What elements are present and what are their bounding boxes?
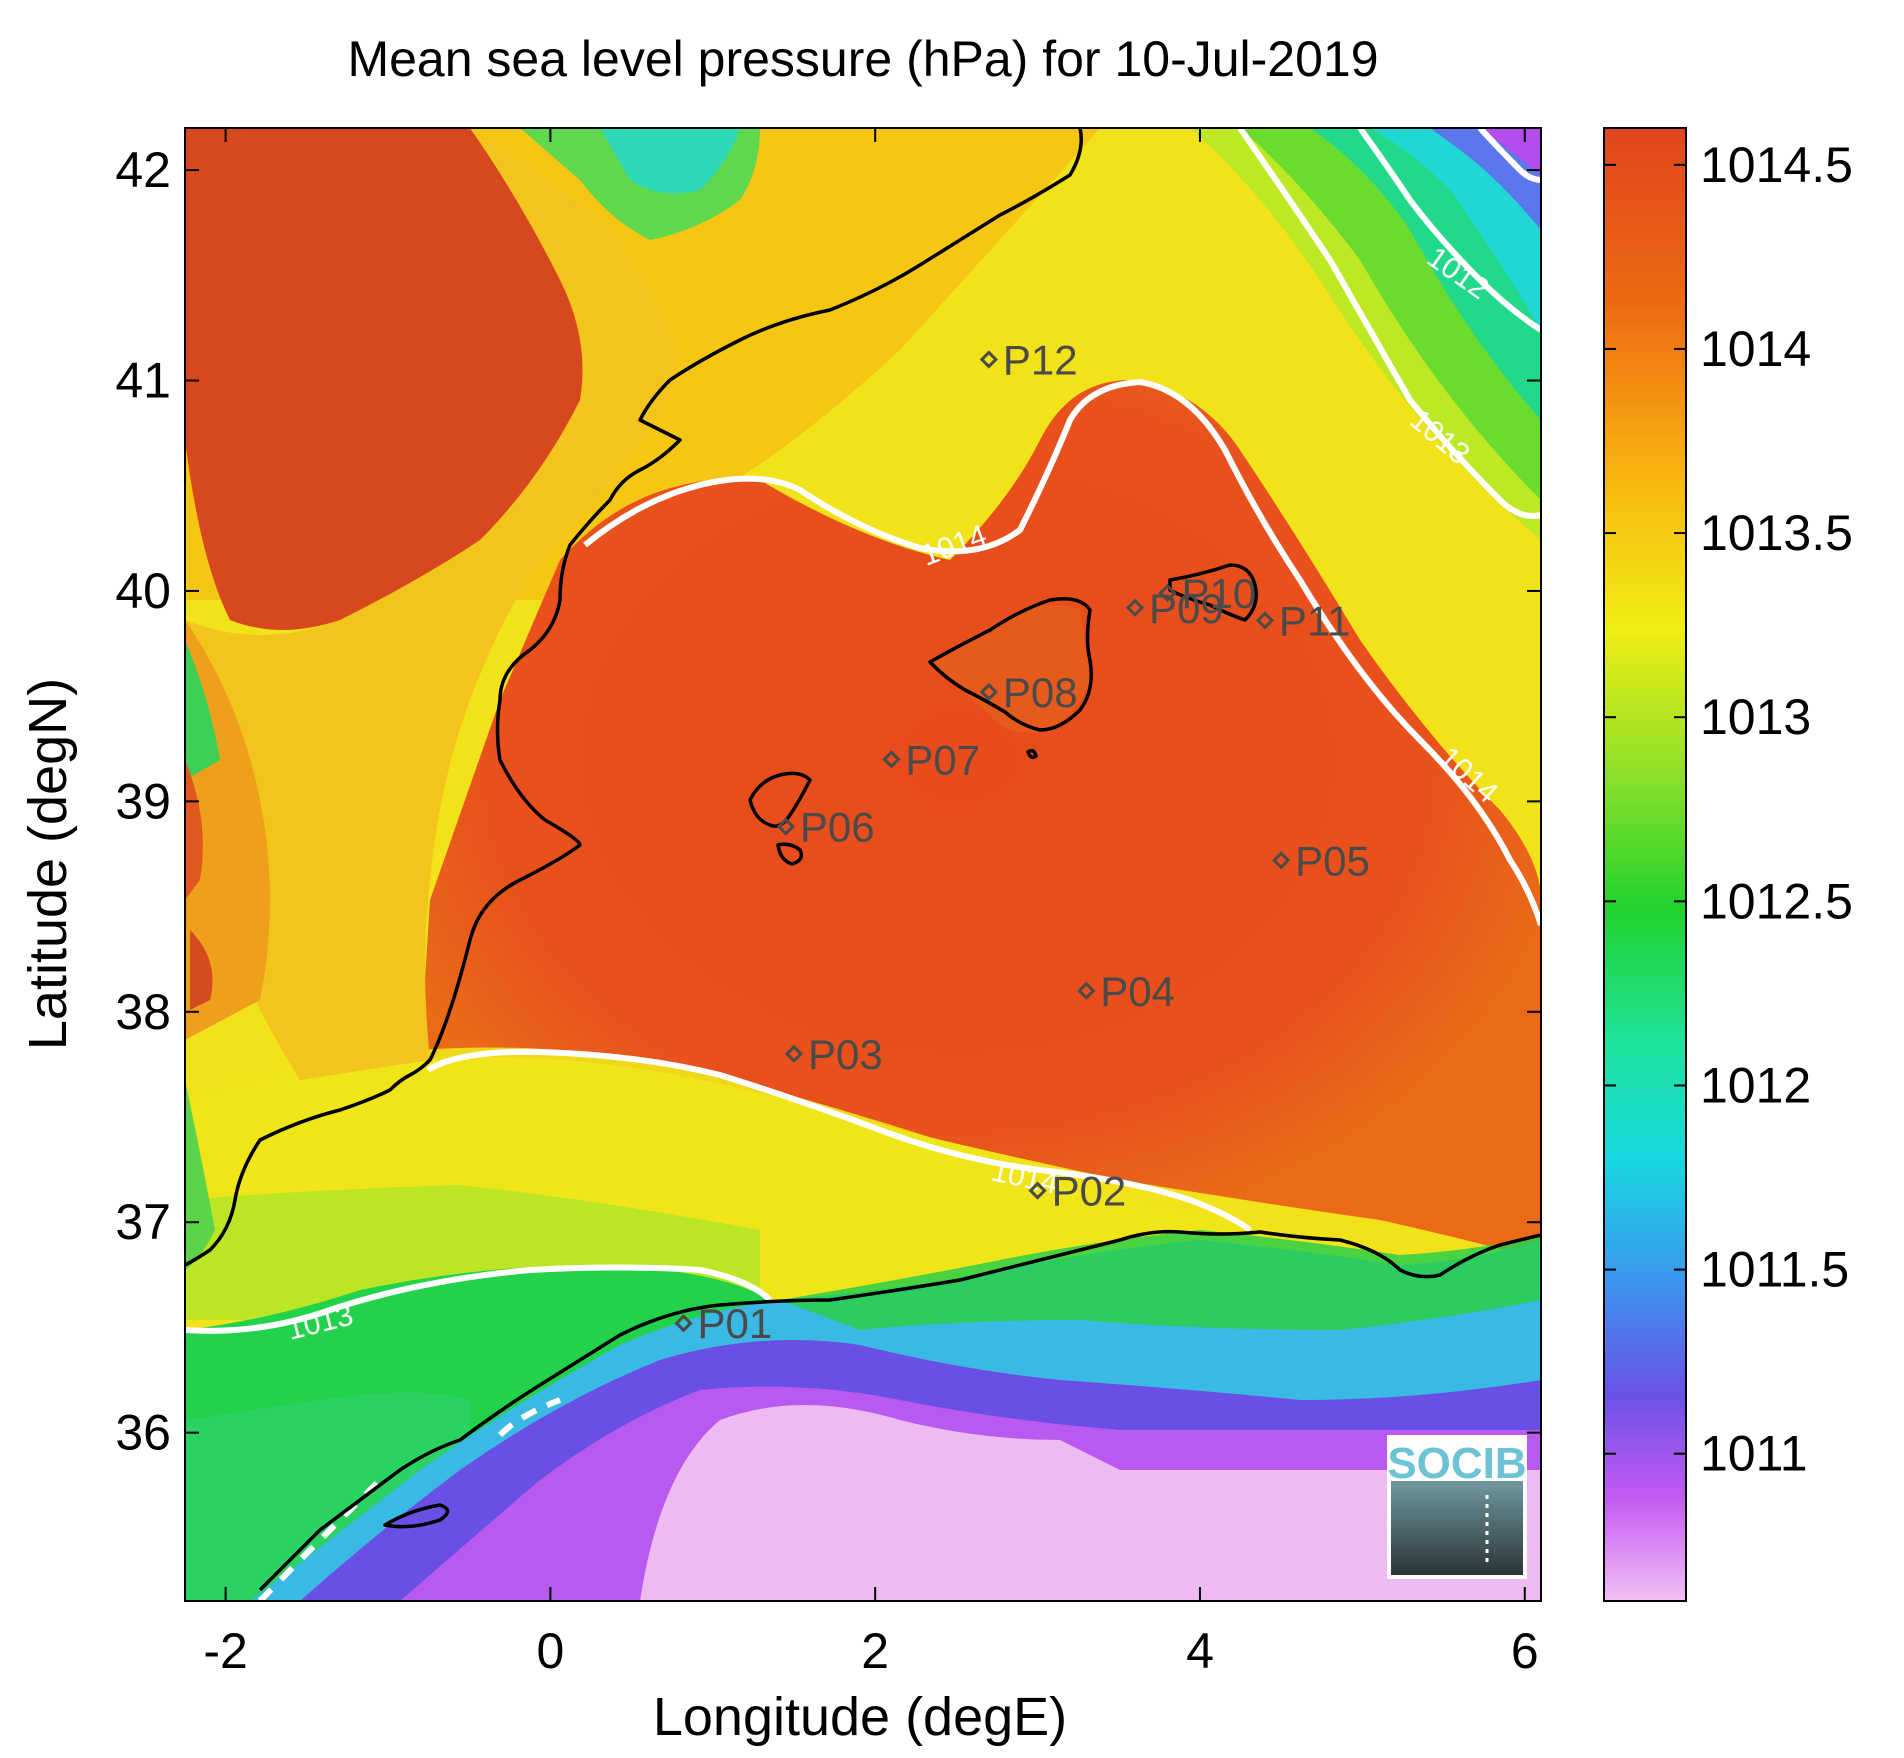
station-marker [1028, 1181, 1047, 1200]
x-axis-title: Longitude (degE) [653, 1687, 1067, 1747]
x-tick-label: 0 [536, 1623, 564, 1679]
station-marker [1158, 583, 1177, 603]
x-tick-label: 2 [861, 1623, 889, 1679]
station-marker [1272, 851, 1291, 870]
colorbar-tick-label: 1012 [1700, 1057, 1811, 1113]
x-tick-label: 4 [1186, 1623, 1214, 1679]
y-tick-label: 41 [115, 353, 171, 409]
station-label: P01 [698, 1300, 773, 1347]
socib-logo: SOCIB [1387, 1435, 1527, 1579]
y-tick-label: 40 [115, 563, 171, 619]
colorbar [1603, 127, 1687, 1602]
colorbar-tick-label: 1011.5 [1700, 1242, 1849, 1298]
y-tick-label: 36 [115, 1405, 171, 1461]
colorbar-tick-label: 1014.5 [1700, 137, 1853, 193]
chart-title: Mean sea level pressure (hPa) for 10-Jul… [347, 31, 1378, 87]
station-label: P11 [1279, 597, 1351, 644]
y-axis-title: Latitude (degN) [18, 678, 78, 1050]
contour-lines [185, 128, 1541, 1601]
x-tick-label: -2 [203, 1623, 247, 1679]
coastline [185, 128, 1541, 1592]
station-marker [1125, 598, 1145, 617]
station-label: P12 [1003, 336, 1078, 383]
colorbar-tick-label: 1012.5 [1700, 873, 1853, 929]
station-label: P08 [1003, 669, 1078, 716]
station-label: P06 [800, 804, 875, 851]
station-label: P10 [1181, 570, 1256, 617]
station-marker [979, 682, 998, 702]
colorbar-tick-label: 1013.5 [1700, 505, 1853, 561]
station-marker [882, 750, 901, 769]
station-label: P05 [1295, 837, 1370, 884]
station-label: P02 [1052, 1168, 1127, 1215]
y-tick-label: 39 [115, 773, 171, 829]
station-marker [776, 817, 795, 836]
station-marker [979, 350, 998, 369]
colorbar-ticks: 1011 1011.5 1012 1012.5 1013 1013.5 1014 1014.5 [1604, 137, 1853, 1482]
x-tick-label: 6 [1511, 1623, 1539, 1679]
pressure-field [185, 128, 1541, 1601]
station-label: P04 [1100, 968, 1175, 1015]
station-marker [1255, 611, 1275, 630]
x-axis: -2 0 2 4 6 [203, 128, 1539, 1679]
station-marker [784, 1044, 804, 1064]
station-label: P07 [905, 736, 980, 783]
plot-frame [184, 127, 1542, 1602]
station-marker [674, 1314, 693, 1333]
colorbar-tick-label: 1013 [1700, 689, 1811, 745]
station-marker [1077, 981, 1096, 1000]
y-tick-label: 37 [115, 1194, 171, 1250]
station-label: P03 [808, 1031, 883, 1078]
colorbar-tick-label: 1011 [1700, 1426, 1808, 1482]
y-axis: 36 37 38 39 40 41 42 [115, 142, 1541, 1461]
colorbar-tick-label: 1014 [1700, 321, 1811, 377]
y-tick-label: 42 [115, 142, 171, 198]
logo-text: SOCIB [1387, 1439, 1526, 1488]
y-tick-label: 38 [115, 984, 171, 1040]
